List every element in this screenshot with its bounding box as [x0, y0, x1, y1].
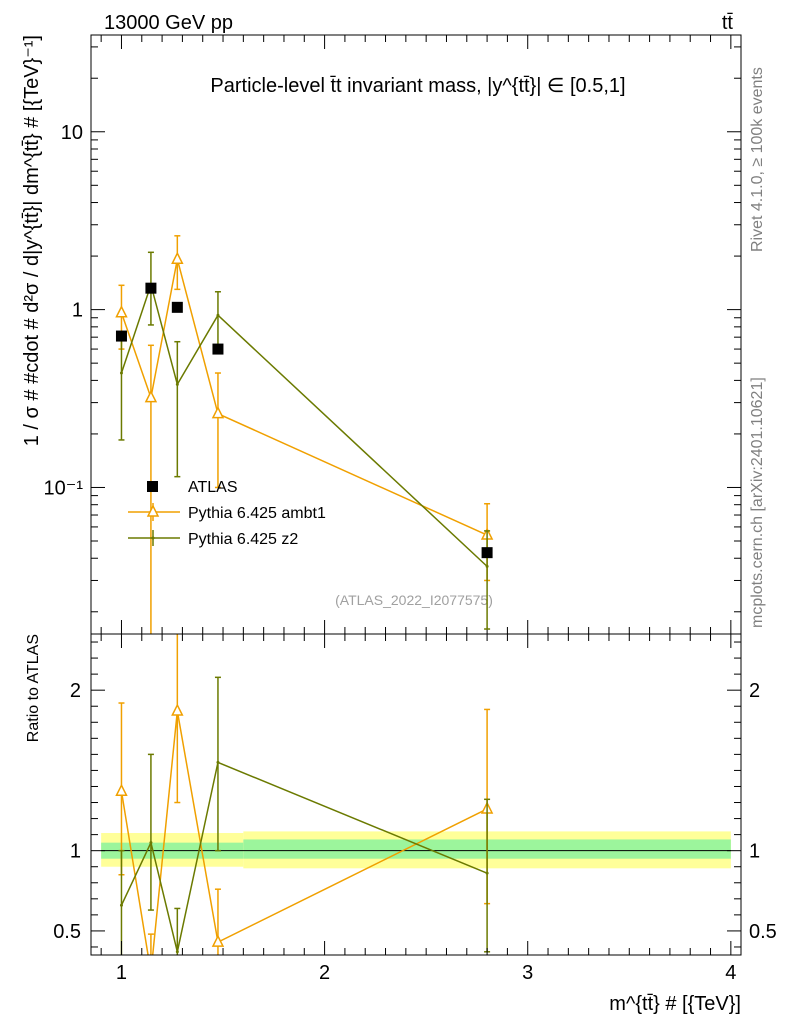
legend: ATLAS Pythia 6.425 ambt1 Pythia 6.425 z2	[128, 479, 326, 548]
series-atlas	[115, 282, 493, 559]
x-tick-label: 4	[725, 962, 736, 984]
legend-label-z2: Pythia 6.425 z2	[188, 531, 298, 548]
x-tick-labels: 1 2 3 4	[116, 962, 737, 984]
ratio-point-triangle	[211, 934, 225, 947]
series-line	[120, 259, 488, 536]
rivet-label: Rivet 4.1.0, ≥ 100k events	[749, 67, 766, 252]
data-point-triangle	[144, 389, 158, 403]
y-tick-label-ratio: 1	[70, 841, 81, 863]
ratio-point-dot	[175, 950, 179, 954]
ratio-point-triangle	[146, 967, 156, 977]
series-line	[120, 282, 488, 567]
data-point-triangle	[211, 405, 225, 419]
legend-label-ambt1: Pythia 6.425 ambt1	[188, 505, 326, 522]
legend-label-atlas: ATLAS	[188, 479, 238, 496]
ratio-point-triangle	[115, 783, 128, 797]
data-point-square	[145, 282, 157, 294]
x-tick-label: 1	[116, 962, 127, 984]
y-tick-label-main: 10⁻¹	[44, 477, 84, 499]
y-axis-label-main: 1 / σ # #cdot # d²σ / d|y^{tt̄}| dm^{tt̄…	[21, 35, 43, 446]
data-point-square	[212, 343, 224, 355]
series-main	[115, 235, 494, 634]
y-ticks-main: 10⁻¹ 1 10	[44, 46, 741, 613]
watermark: (ATLAS_2022_I2077575)	[335, 592, 493, 608]
data-point-dot	[119, 371, 123, 375]
y-axis-label-ratio: Ratio to ATLAS	[25, 634, 42, 742]
header-right: tt̄	[722, 12, 734, 34]
data-point-square	[115, 330, 127, 342]
ratio-point-dot	[216, 760, 220, 764]
y-tick-label-main: 1	[72, 300, 83, 322]
ratio-point-triangle	[171, 703, 184, 716]
x-axis-label: m^{tt̄} # [{TeV}]	[609, 993, 741, 1015]
frame-ratio	[90, 633, 742, 956]
legend-marker-atlas	[147, 481, 158, 492]
y-tick-label-ratio-right: 2	[749, 680, 760, 702]
y-tick-label-ratio: 2	[70, 680, 81, 702]
y-tick-label-ratio-right: 1	[749, 841, 760, 863]
series-ratio	[101, 634, 731, 977]
data-point-dot	[216, 313, 220, 317]
chart-title: Particle-level t̄t invariant mass, |y^{t…	[210, 75, 625, 97]
x-tick-label: 2	[319, 962, 330, 984]
ratio-series-pythia-6-425-ambt1	[115, 634, 494, 977]
x-tick-label: 3	[522, 962, 533, 984]
y-tick-label-ratio-right: 0.5	[749, 921, 777, 943]
header-left: 13000 GeV pp	[104, 12, 233, 34]
main-panel: Particle-level t̄t invariant mass, |y^{t…	[21, 34, 742, 635]
data-point-dot	[175, 382, 179, 386]
ratio-series-pythia-6-425-z2	[118, 676, 491, 955]
ratio-point-dot	[485, 871, 489, 875]
data-point-square	[171, 301, 183, 313]
ratio-point-dot	[119, 903, 123, 907]
mcplots-label: mcplots.cern.ch [arXiv:2401.10621]	[749, 377, 766, 628]
y-tick-label-ratio: 0.5	[53, 921, 81, 943]
ratio-panel: 0.5 0.5 1 1 2 2 1 2 3 4 m^{tt̄} # [{TeV}] Ratio to …	[25, 633, 777, 1015]
legend-marker-z2	[151, 536, 155, 540]
legend-marker-ambt1	[146, 504, 160, 517]
data-point-triangle	[115, 305, 128, 318]
ratio-point-dot	[149, 841, 153, 845]
y-tick-label-main: 10	[61, 122, 83, 144]
data-point-dot	[485, 564, 489, 568]
data-point-square	[481, 547, 493, 559]
data-point-triangle	[171, 251, 184, 264]
y-ticks-ratio: 0.5 0.5 1 1 2 2	[53, 641, 777, 948]
